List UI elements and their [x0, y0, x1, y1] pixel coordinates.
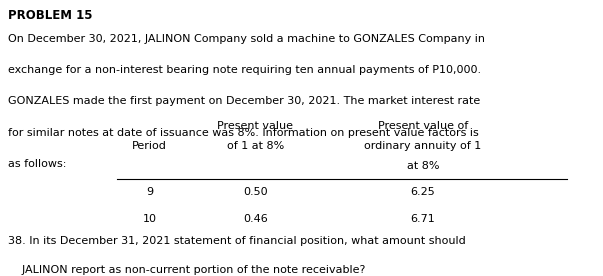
Text: as follows:: as follows: [8, 159, 66, 169]
Text: PROBLEM 15: PROBLEM 15 [8, 9, 92, 23]
Text: 6.71: 6.71 [411, 214, 435, 224]
Text: 9: 9 [146, 187, 153, 197]
Text: 10: 10 [143, 214, 157, 224]
Text: of 1 at 8%: of 1 at 8% [227, 141, 284, 151]
Text: Present value of: Present value of [377, 121, 468, 131]
Text: GONZALES made the first payment on December 30, 2021. The market interest rate: GONZALES made the first payment on Decem… [8, 96, 480, 106]
Text: 0.46: 0.46 [243, 214, 268, 224]
Text: exchange for a non-interest bearing note requiring ten annual payments of P10,00: exchange for a non-interest bearing note… [8, 65, 481, 75]
Text: at 8%: at 8% [406, 161, 439, 171]
Text: 38. In its December 31, 2021 statement of financial position, what amount should: 38. In its December 31, 2021 statement o… [8, 236, 466, 246]
Text: for similar notes at date of issuance was 8%. Information on present value facto: for similar notes at date of issuance wa… [8, 128, 478, 137]
Text: ordinary annuity of 1: ordinary annuity of 1 [364, 141, 481, 151]
Text: 0.50: 0.50 [243, 187, 268, 197]
Text: 6.25: 6.25 [411, 187, 435, 197]
Text: On December 30, 2021, JALINON Company sold a machine to GONZALES Company in: On December 30, 2021, JALINON Company so… [8, 34, 485, 44]
Text: JALINON report as non-current portion of the note receivable?: JALINON report as non-current portion of… [8, 264, 365, 275]
Text: Present value: Present value [218, 121, 294, 131]
Text: Period: Period [132, 141, 167, 151]
